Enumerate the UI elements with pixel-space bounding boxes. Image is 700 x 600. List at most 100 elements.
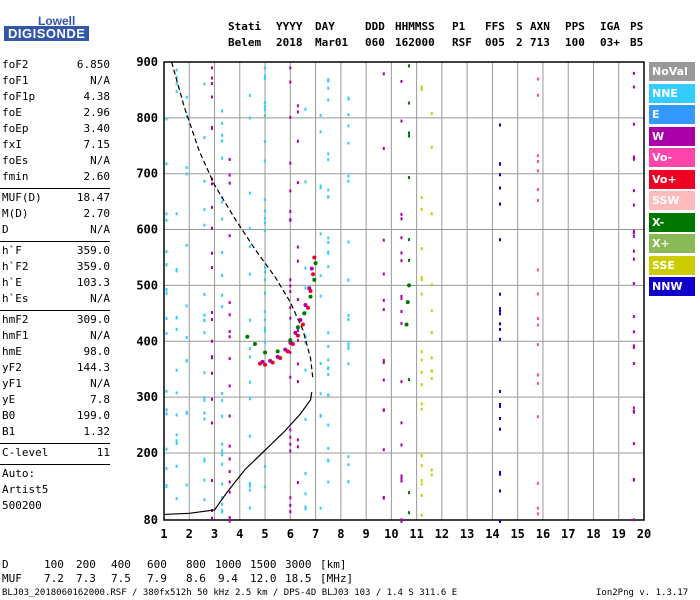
echo-dot bbox=[420, 350, 423, 354]
x-tick-label: 7 bbox=[312, 527, 319, 541]
echo-dot bbox=[327, 459, 330, 463]
echo-dot bbox=[420, 493, 423, 497]
echo-dot bbox=[248, 191, 251, 195]
echo-dot bbox=[248, 506, 251, 510]
echo-dot bbox=[221, 496, 224, 500]
y-tick-label: 400 bbox=[136, 334, 158, 348]
echo-dot bbox=[536, 512, 539, 516]
param-value: 98.0 bbox=[83, 345, 111, 358]
echo-dot bbox=[289, 289, 292, 293]
echo-dot bbox=[296, 328, 299, 332]
echo-dot bbox=[228, 234, 231, 238]
echo-dot bbox=[203, 82, 206, 86]
echo-dot bbox=[632, 157, 635, 161]
echo-dot bbox=[211, 205, 213, 209]
echo-dot bbox=[430, 283, 433, 287]
echo-dot bbox=[420, 358, 423, 362]
echo-dot bbox=[632, 330, 635, 334]
echo-dot bbox=[382, 408, 385, 412]
header-field: 100 bbox=[565, 36, 585, 49]
footer-muf-value: 12.0 bbox=[250, 572, 277, 585]
param-row: M(D) 2.70 bbox=[2, 207, 110, 221]
echo-dot bbox=[319, 294, 322, 298]
echo-dot bbox=[165, 263, 168, 267]
param-label: hmF2 bbox=[2, 313, 29, 326]
echo-dot bbox=[264, 229, 267, 233]
y-tick-label: 500 bbox=[136, 278, 158, 292]
echo-dot bbox=[499, 162, 501, 166]
legend-item-e: E bbox=[649, 105, 695, 124]
echo-dot bbox=[347, 179, 350, 183]
param-row: hmE 98.0 bbox=[2, 345, 110, 359]
trace-point-x bbox=[313, 261, 318, 266]
echo-dot bbox=[264, 104, 267, 108]
echo-dot bbox=[408, 491, 411, 495]
echo-dot bbox=[264, 77, 267, 81]
echo-dot bbox=[211, 251, 213, 255]
param-value: N/A bbox=[90, 329, 110, 342]
echo-dot bbox=[499, 186, 501, 190]
trace-point-vo bbox=[263, 362, 268, 367]
param-value: 2.70 bbox=[83, 207, 111, 220]
param-value: 199.0 bbox=[76, 409, 110, 422]
header-field: PPS bbox=[565, 20, 585, 33]
echo-dot bbox=[185, 304, 188, 308]
echo-dot bbox=[175, 89, 178, 93]
echo-dot bbox=[408, 378, 411, 382]
param-label: foEs bbox=[2, 154, 29, 167]
echo-dot bbox=[221, 156, 224, 160]
echo-dot bbox=[203, 292, 206, 296]
param-value: 11 bbox=[96, 446, 110, 459]
echo-dot bbox=[264, 326, 267, 330]
footer-muf-value: 7.9 bbox=[147, 572, 167, 585]
echo-dot bbox=[327, 331, 330, 335]
echo-dot bbox=[185, 483, 188, 487]
echo-dot bbox=[228, 480, 231, 484]
param-row: fxI 7.15 bbox=[2, 138, 110, 152]
param-value: 144.3 bbox=[76, 361, 110, 374]
legend-item-nne: NNE bbox=[649, 83, 695, 103]
echo-dot bbox=[296, 445, 299, 449]
param-row: foF1 N/A bbox=[2, 74, 110, 88]
echo-dot bbox=[400, 519, 403, 523]
echo-dot bbox=[499, 337, 501, 341]
echo-dot bbox=[420, 407, 423, 411]
echo-dot bbox=[211, 95, 213, 99]
param-row: foF1p 4.38 bbox=[2, 90, 110, 104]
trace-point-x bbox=[302, 311, 307, 316]
param-value: N/A bbox=[90, 377, 110, 390]
echo-dot bbox=[185, 359, 188, 363]
header-field: P1 bbox=[452, 20, 466, 33]
echo-dot bbox=[499, 427, 501, 431]
echo-dot bbox=[211, 339, 213, 343]
echo-dot bbox=[347, 362, 350, 366]
param-value: 7.15 bbox=[83, 138, 111, 151]
echo-dot bbox=[228, 157, 231, 161]
param-row: h`F 359.0 bbox=[2, 244, 110, 258]
footer-file-info: BLJ03_2018060162000.RSF / 380fx512h 50 k… bbox=[2, 588, 458, 598]
echo-dot bbox=[221, 217, 224, 221]
param-separator bbox=[0, 464, 110, 465]
x-tick-label: 20 bbox=[637, 527, 651, 541]
echo-dot bbox=[289, 510, 292, 514]
param-value: 359.0 bbox=[76, 244, 110, 257]
echo-dot bbox=[264, 66, 267, 70]
echo-dot bbox=[430, 369, 433, 373]
echo-dot bbox=[221, 442, 224, 446]
param-row: hmF1 N/A bbox=[2, 329, 110, 343]
param-label: fmin bbox=[2, 170, 29, 183]
echo-dot bbox=[211, 421, 213, 425]
echo-dot bbox=[296, 338, 299, 342]
legend-item-x: X+ bbox=[649, 234, 695, 253]
echo-dot bbox=[499, 472, 501, 476]
echo-dot bbox=[221, 453, 224, 457]
echo-dot bbox=[319, 232, 322, 236]
param-row: C-level 11 bbox=[2, 446, 110, 460]
param-separator bbox=[0, 310, 110, 311]
echo-dot bbox=[221, 250, 224, 254]
echo-dot bbox=[499, 123, 501, 127]
echo-dot bbox=[327, 358, 330, 362]
x-tick-label: 5 bbox=[261, 527, 268, 541]
echo-dot bbox=[165, 162, 168, 166]
